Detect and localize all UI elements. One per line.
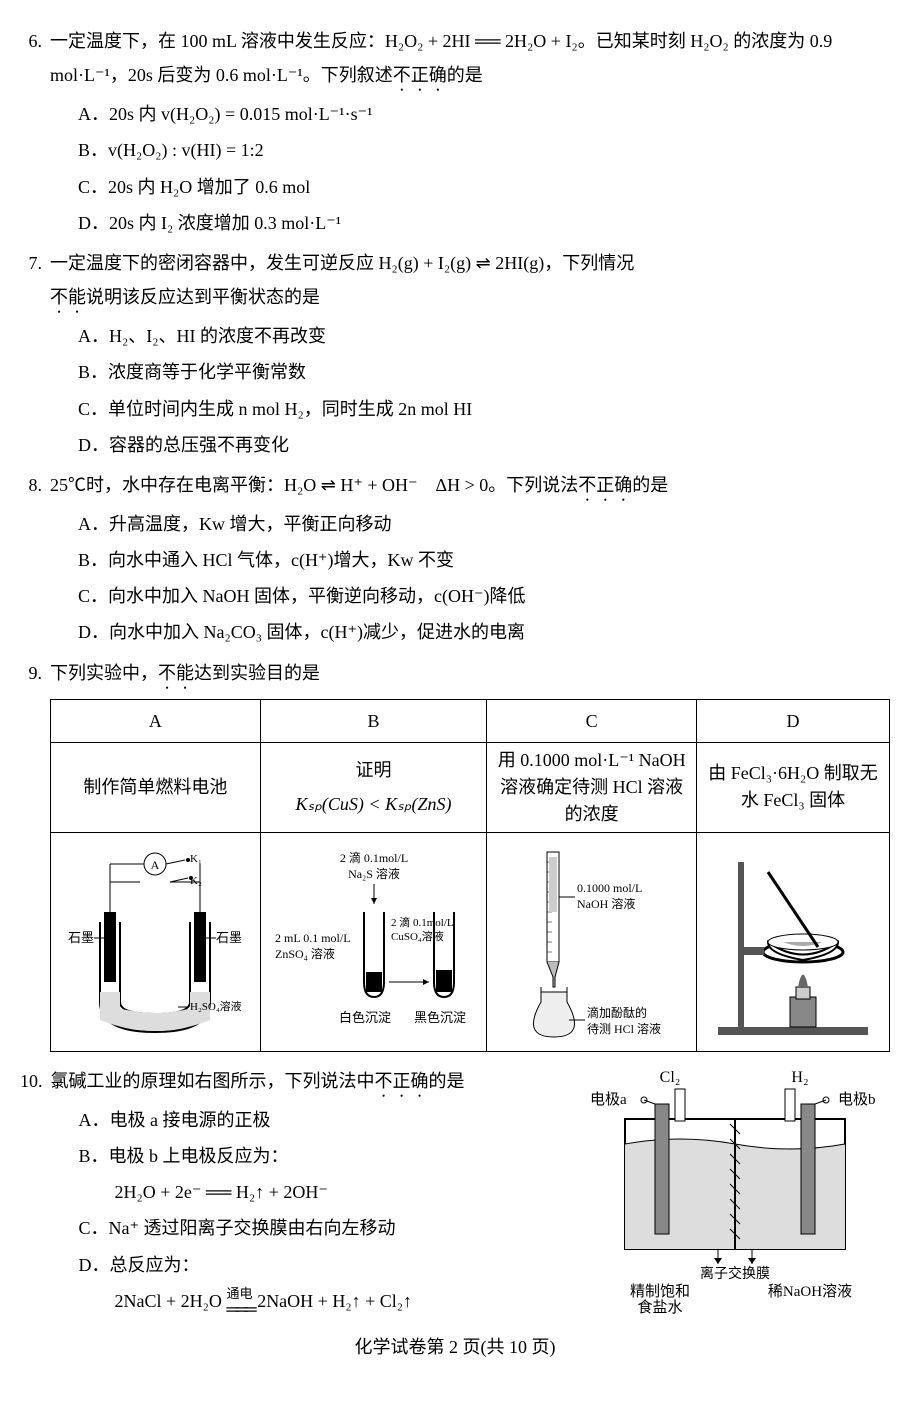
q6-options: A．20s 内 v(H₂O₂) = 0.015 mol·L⁻¹·s⁻¹ B．v(… [50,97,890,240]
svg-text:白色沉淀: 白色沉淀 [339,1010,391,1025]
svg-text:食盐水: 食盐水 [637,1299,682,1314]
svg-text:石墨: 石墨 [68,930,94,945]
q9-row1-B: 证明 Kₛₚ(CuS) < Kₛₚ(ZnS) [260,742,487,832]
q9-diagram-C: 0.1000 mol/L NaOH 溶液 滴加酚酞的 待测 HCl 溶液 [487,832,697,1051]
q9-table: A B C D 制作简单燃料电池 证明 Kₛₚ(CuS) < Kₛₚ(ZnS) … [50,699,890,1052]
q9-stem: 下列实验中，不能达到实验目的是 [50,656,890,693]
q6-A: A．20s 内 v(H₂O₂) = 0.015 mol·L⁻¹·s⁻¹ [78,97,890,131]
q10-num: 10. [20,1064,43,1320]
q8-B: B．向水中通入 HCl 气体，c(H⁺)增大，Kw 不变 [78,543,890,577]
q7-options: A．H₂、I₂、HI 的浓度不再改变 B．浓度商等于化学平衡常数 C．单位时间内… [50,319,890,462]
q9-diagram-D [697,832,890,1051]
svg-text:电极a: 电极a [590,1091,627,1108]
q8-stem: 25℃时，水中存在电离平衡：H₂O ⇌ H⁺ + OH⁻ ΔH > 0。下列说法… [50,468,890,505]
q6-stem: 一定温度下，在 100 mL 溶液中发生反应：H₂O₂ + 2HI ══ 2H₂… [50,24,890,95]
q7-C: C．单位时间内生成 n mol H₂，同时生成 2n mol HI [78,392,890,426]
q9-row1-C: 用 0.1000 mol·L⁻¹ NaOH 溶液确定待测 HCl 溶液的浓度 [487,742,697,832]
q9-hdr-C: C [487,699,697,742]
q6-num: 6. [20,24,42,242]
q7-A: A．H₂、I₂、HI 的浓度不再改变 [78,319,890,353]
svg-text:滴加酚酞的: 滴加酚酞的 [587,1005,647,1020]
q8-num: 8. [20,468,42,652]
svg-text:K₁: K₁ [190,853,202,865]
q8-C: C．向水中加入 NaOH 固体，平衡逆向移动，c(OH⁻)降低 [78,579,890,613]
svg-text:NaOH 溶液: NaOH 溶液 [577,896,635,911]
svg-text:待测 HCl 溶液: 待测 HCl 溶液 [587,1021,661,1036]
svg-text:精制饱和: 精制饱和 [630,1283,690,1300]
svg-text:0.1000 mol/L: 0.1000 mol/L [577,881,642,895]
page-footer: 化学试卷第 2 页(共 10 页) [20,1330,890,1364]
q9-row1-D: 由 FeCl₃·6H₂O 制取无水 FeCl₃ 固体 [697,742,890,832]
question-10: 10. 氯碱工业的原理如右图所示，下列说法中不正确的是 A．电极 a 接电源的正… [20,1064,890,1320]
q7-stem: 一定温度下的密闭容器中，发生可逆反应 H₂(g) + I₂(g) ⇌ 2HI(g… [50,246,890,317]
question-8: 8. 25℃时，水中存在电离平衡：H₂O ⇌ H⁺ + OH⁻ ΔH > 0。下… [20,468,890,652]
svg-text:CuSO₄溶液: CuSO₄溶液 [391,929,444,943]
q9-hdr-A: A [51,699,261,742]
q9-hdr-B: B [260,699,487,742]
svg-text:Cl₂: Cl₂ [660,1069,681,1086]
q9-row1-A: 制作简单燃料电池 [51,742,261,832]
q8-A: A．升高温度，Kw 增大，平衡正向移动 [78,507,890,541]
svg-text:Na₂S 溶液: Na₂S 溶液 [348,866,400,881]
svg-text:离子交换膜: 离子交换膜 [700,1265,770,1282]
q6-C: C．20s 内 H₂O 增加了 0.6 mol [78,170,890,204]
q10-C: C．Na⁺ 透过阳离子交换膜由右向左移动 [79,1211,561,1245]
q10-D2: 2NaCl + 2H₂O 通电═══ 2NaOH + H₂↑ + Cl₂↑ [79,1284,561,1318]
question-9: 9. 下列实验中，不能达到实验目的是 A B C D 制作简单燃料电池 证明 K… [20,656,890,1060]
svg-text:ZnSO₄ 溶液: ZnSO₄ 溶液 [275,946,335,961]
svg-text:黑色沉淀: 黑色沉淀 [414,1010,466,1025]
q10-options: A．电极 a 接电源的正极 B．电极 b 上电极反应为： 2H₂O + 2e⁻ … [51,1103,561,1318]
q7-D: D．容器的总压强不再变化 [78,428,890,462]
svg-text:A: A [151,858,160,872]
svg-text:稀NaOH溶液: 稀NaOH溶液 [768,1283,852,1300]
q10-A: A．电极 a 接电源的正极 [79,1103,561,1137]
q7-B: B．浓度商等于化学平衡常数 [78,355,890,389]
q7-num: 7. [20,246,42,464]
q8-options: A．升高温度，Kw 增大，平衡正向移动 B．向水中通入 HCl 气体，c(H⁺)… [50,507,890,650]
q9-diagram-A: A K₁ K₂ 石墨 石墨 [51,832,261,1051]
q8-D: D．向水中加入 Na₂CO₃ 固体，c(H⁺)减少，促进水的电离 [78,615,890,649]
question-6: 6. 一定温度下，在 100 mL 溶液中发生反应：H₂O₂ + 2HI ══ … [20,24,890,242]
q9-num: 9. [20,656,42,1060]
q9-diagram-B: 2 滴 0.1mol/L Na₂S 溶液 2 mL 0.1 mol/L ZnSO… [260,832,487,1051]
question-7: 7. 一定温度下的密闭容器中，发生可逆反应 H₂(g) + I₂(g) ⇌ 2H… [20,246,890,464]
q10-stem: 氯碱工业的原理如右图所示，下列说法中不正确的是 [51,1064,561,1101]
svg-text:石墨: 石墨 [216,930,242,945]
q10-diagram: Cl₂ H₂ 电极a 电极b [570,1064,890,1320]
svg-text:H₂: H₂ [791,1069,808,1086]
svg-text:2 滴 0.1mol/L: 2 滴 0.1mol/L [339,850,407,865]
q6-D: D．20s 内 I₂ 浓度增加 0.3 mol·L⁻¹ [78,206,890,240]
q10-D: D．总反应为： [79,1248,561,1282]
q6-B: B．v(H₂O₂) : v(HI) = 1:2 [78,133,890,167]
q10-B: B．电极 b 上电极反应为： [79,1139,561,1173]
svg-text:2 滴 0.1mol/L: 2 滴 0.1mol/L [391,915,454,929]
svg-text:H₂SO₄溶液: H₂SO₄溶液 [190,999,242,1013]
svg-text:电极b: 电极b [838,1091,876,1108]
q9-hdr-D: D [697,699,890,742]
q10-B2: 2H₂O + 2e⁻ ══ H₂↑ + 2OH⁻ [79,1175,561,1209]
svg-text:2 mL 0.1 mol/L: 2 mL 0.1 mol/L [275,931,351,945]
